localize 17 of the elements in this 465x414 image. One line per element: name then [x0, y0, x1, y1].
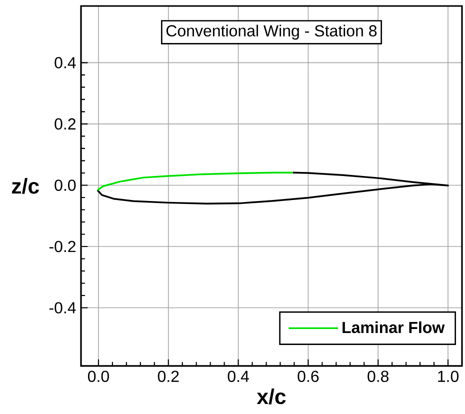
text: Conventional Wing - Station 8	[166, 24, 377, 40]
x-tick-label: 0.0	[88, 370, 109, 382]
x-tick-label: 1.0	[438, 370, 459, 382]
x-tick-label: 0.4	[228, 370, 249, 382]
x-tick-label: 0.8	[368, 370, 389, 382]
line-series	[96, 172, 294, 191]
y-tick-label: 0.2	[54, 118, 76, 130]
x-tick-label: 0.2	[158, 370, 179, 382]
x-tick-label: 0.6	[298, 370, 319, 382]
legend-label: Laminar Flow	[342, 321, 445, 334]
y-tick-label: 0.0	[54, 180, 76, 191]
y-tick-label: -0.4	[49, 302, 76, 314]
y-tick-label: -0.2	[49, 240, 76, 252]
y-axis-title: z/c	[12, 178, 39, 194]
y-tick-label: 0.4	[54, 57, 76, 68]
x-axis-title: x/c	[256, 388, 286, 404]
line-series	[96, 172, 449, 204]
